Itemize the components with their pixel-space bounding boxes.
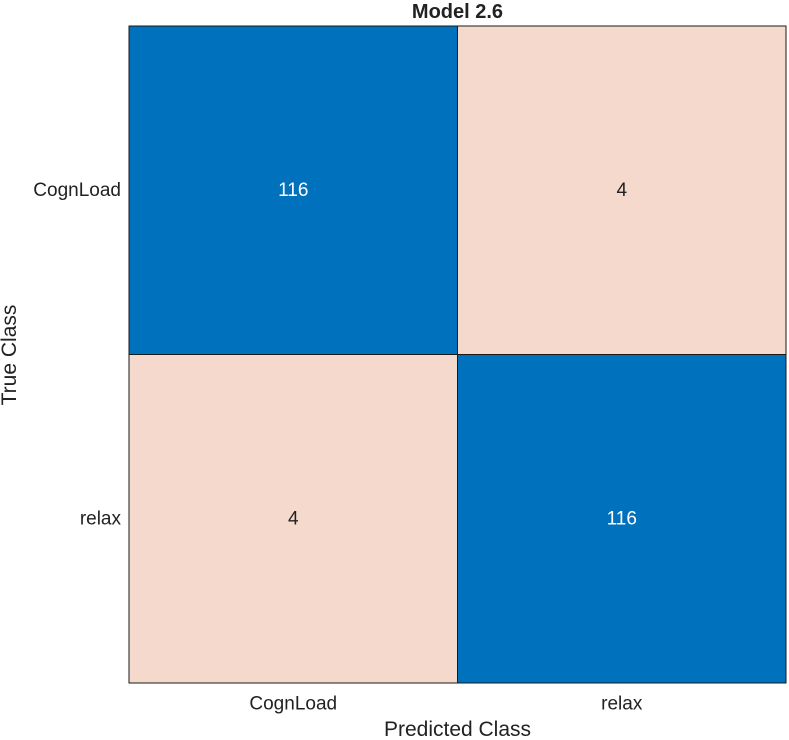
y-axis-label: True Class	[0, 304, 21, 406]
x-tick-label: relax	[601, 694, 643, 715]
x-tick-label: CognLoad	[249, 694, 337, 715]
y-tick-label: relax	[80, 508, 122, 529]
y-tick-label: CognLoad	[33, 180, 121, 201]
cell-value-label: 116	[607, 508, 637, 529]
matrix-cell-relax-CognLoad	[128, 354, 458, 684]
matrix-cell-CognLoad-relax	[457, 25, 787, 355]
cell-value-label: 4	[288, 508, 299, 529]
matrix-cell-relax-relax	[457, 354, 787, 684]
x-axis-label: Predicted Class	[383, 718, 532, 740]
matrix-values: 116 4 4 116	[278, 180, 637, 530]
y-tick-labels: CognLoad relax	[33, 180, 121, 530]
chart-title: Model 2.6	[411, 1, 504, 23]
cell-value-label: 116	[278, 180, 308, 201]
matrix-cells	[128, 25, 787, 684]
plot-border	[128, 25, 787, 684]
cell-value-label: 4	[616, 180, 627, 201]
x-tick-labels: CognLoad relax	[249, 694, 642, 715]
